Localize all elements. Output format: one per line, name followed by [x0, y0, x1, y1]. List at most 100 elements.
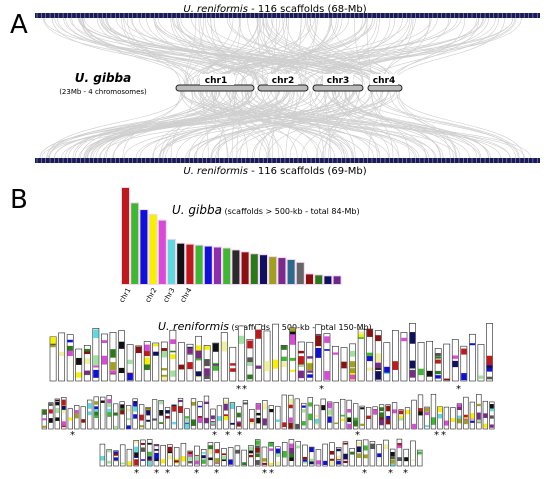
- scaffold-block: [61, 399, 66, 406]
- scaffold-bar: [486, 323, 493, 382]
- reniformis-title: U. reniformis (scaffolds > 500-kb - tota…: [158, 320, 372, 333]
- scaffold-bar: [229, 402, 236, 430]
- scaffold-block: [343, 460, 348, 463]
- scaffold-block: [167, 454, 172, 460]
- scaffold-block: [349, 350, 356, 357]
- synteny-link: [182, 90, 390, 159]
- scaffold-block: [269, 462, 274, 465]
- scaffold-block: [94, 401, 99, 405]
- scaffold-bar: [66, 334, 74, 382]
- scaffold-block: [375, 353, 381, 363]
- gibba-bar: [260, 255, 267, 284]
- gibba-bar: [186, 244, 194, 284]
- scaffold-block: [315, 347, 322, 358]
- synteny-link: [180, 90, 525, 159]
- scaffold-block: [373, 409, 378, 415]
- scaffold-block: [288, 422, 293, 429]
- scaffold-bar: [160, 341, 168, 382]
- scaffold-block: [208, 445, 213, 450]
- scaffold-block: [281, 362, 287, 368]
- scaffold-block: [397, 445, 402, 449]
- scaffold-block: [399, 415, 403, 421]
- scaffold-block: [93, 365, 99, 368]
- scaffold-block: [204, 417, 209, 424]
- scaffold-block: [134, 446, 139, 453]
- star: *: [319, 384, 324, 395]
- scaffold-block: [256, 417, 261, 424]
- scaffold-block: [118, 367, 125, 374]
- scaffold-bar: [80, 406, 86, 430]
- scaffold-bar: [214, 442, 220, 467]
- scaffold-block: [107, 412, 112, 417]
- scaffold-block: [113, 452, 118, 456]
- scaffold-block: [358, 331, 364, 335]
- scaffold-block: [107, 399, 112, 404]
- synteny-link: [67, 90, 237, 159]
- scaffold-block: [324, 371, 330, 375]
- scaffold-bar: [61, 397, 67, 430]
- star: *: [403, 468, 408, 479]
- bottom-scaffold-track: [35, 158, 540, 163]
- scaffold-bar: [460, 345, 468, 382]
- synteny-link: [101, 17, 267, 86]
- scaffold-block: [341, 361, 347, 369]
- scaffold-block: [61, 405, 66, 410]
- chr4-label: chr4: [373, 76, 395, 86]
- synteny-link: [72, 90, 208, 159]
- scaffold-block: [347, 417, 352, 423]
- scaffold-block: [409, 360, 416, 369]
- synteny-link: [210, 90, 336, 159]
- synteny-link: [271, 90, 278, 159]
- gibba-bar: [278, 258, 286, 284]
- scaffold-block: [461, 373, 467, 381]
- scaffold-block: [248, 454, 253, 458]
- star: *: [70, 430, 75, 441]
- scaffold-block: [336, 460, 341, 465]
- scaffold-bar: [173, 447, 180, 467]
- scaffold-block: [275, 461, 280, 466]
- scaffold-block: [410, 459, 415, 461]
- synteny-link: [49, 90, 249, 159]
- scaffold-block: [470, 420, 475, 423]
- scaffold-block: [247, 374, 253, 380]
- scaffold-bar: [178, 342, 185, 382]
- scaffold-block: [154, 449, 159, 451]
- row1-stars: * * * *: [236, 384, 461, 395]
- scaffold-block: [201, 452, 206, 454]
- scaffold-block: [324, 349, 330, 351]
- synteny-link: [371, 90, 394, 159]
- scaffold-block: [340, 414, 345, 417]
- scaffold-block: [67, 339, 73, 343]
- scaffold-block: [178, 406, 183, 413]
- scaffold-block: [154, 452, 159, 459]
- scaffold-block: [399, 418, 403, 421]
- scaffold-block: [452, 355, 458, 359]
- star: *: [362, 468, 367, 479]
- scaffold-block: [48, 403, 53, 406]
- star: *: [237, 430, 242, 441]
- scaffold-block: [301, 421, 306, 426]
- scaffold-block: [61, 421, 66, 426]
- scaffold-block: [100, 400, 105, 403]
- scaffold-block: [94, 414, 99, 418]
- scaffold-block: [161, 368, 168, 371]
- row3-stars: * * * * * * * * * *: [134, 468, 408, 479]
- star: *: [441, 430, 446, 441]
- synteny-link: [304, 17, 316, 86]
- scaffold-block: [152, 418, 157, 421]
- scaffold-block: [324, 373, 330, 380]
- scaffold-bar: [369, 441, 376, 467]
- scaffold-block: [426, 370, 433, 377]
- scaffold-block: [367, 329, 373, 337]
- scaffold-block: [290, 369, 296, 372]
- scaffold-block: [87, 411, 92, 416]
- scaffold-block: [386, 418, 391, 424]
- scaffold-block: [204, 401, 209, 405]
- scaffold-block: [327, 416, 332, 423]
- scaffold-block: [417, 451, 422, 455]
- gibba-bar: [287, 260, 295, 284]
- scaffold-block: [321, 405, 326, 411]
- synteny-link: [46, 90, 186, 159]
- scaffold-block: [438, 406, 442, 413]
- scaffold-bar: [237, 325, 245, 382]
